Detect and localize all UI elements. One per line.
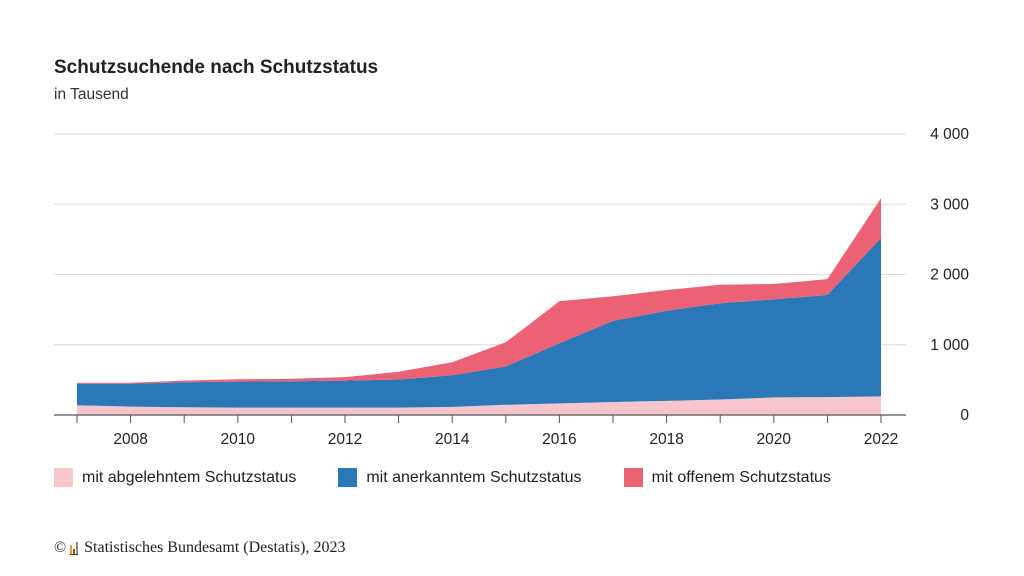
x-tick-label: 2010	[221, 431, 256, 448]
x-tick-label: 2016	[542, 431, 576, 448]
x-tick-label: 2020	[757, 431, 792, 448]
chart-legend: mit abgelehntem Schutzstatus mit anerkan…	[54, 468, 873, 487]
chart-title: Schutzsuchende nach Schutzstatus	[54, 57, 379, 78]
source-footer: © Statistisches Bundesamt (Destatis), 20…	[54, 539, 345, 557]
y-tick-label: 2 000	[930, 267, 969, 284]
x-tick-label: 2012	[328, 431, 362, 448]
legend-swatch-offen	[623, 468, 643, 487]
x-tick-label: 2014	[435, 431, 470, 448]
x-tick-label: 2022	[864, 431, 898, 448]
copyright-symbol: ©	[54, 539, 67, 556]
legend-item-abgelehnt[interactable]: mit abgelehntem Schutzstatus	[54, 468, 296, 487]
y-tick-label: 1 000	[930, 337, 969, 354]
legend-swatch-anerkannt	[338, 468, 358, 487]
logo-bar	[73, 549, 76, 554]
x-tick-label: 2018	[649, 431, 683, 448]
legend-item-offen[interactable]: mit offenem Schutzstatus	[623, 468, 831, 487]
legend-label-offen: mit offenem Schutzstatus	[651, 468, 831, 486]
chart-subtitle: in Tausend	[54, 86, 129, 103]
legend-label-anerkannt: mit anerkanntem Schutzstatus	[366, 468, 582, 486]
y-tick-label: 3 000	[930, 196, 969, 213]
logo-bar	[76, 542, 79, 554]
area-series-3	[77, 198, 881, 384]
area-series-2	[77, 238, 881, 408]
y-tick-label: 0	[960, 407, 969, 424]
legend-label-abgelehnt: mit abgelehntem Schutzstatus	[82, 468, 297, 486]
legend-item-anerkannt[interactable]: mit anerkanntem Schutzstatus	[338, 468, 582, 487]
legend-swatch-abgelehnt	[54, 468, 73, 487]
destatis-logo-icon	[70, 541, 79, 555]
logo-bar	[70, 545, 73, 554]
area-series-1	[77, 396, 881, 415]
x-tick-label: 2008	[113, 431, 147, 448]
y-tick-label: 4 000	[930, 126, 969, 143]
source-text: Statistisches Bundesamt (Destatis), 2023	[84, 539, 346, 556]
